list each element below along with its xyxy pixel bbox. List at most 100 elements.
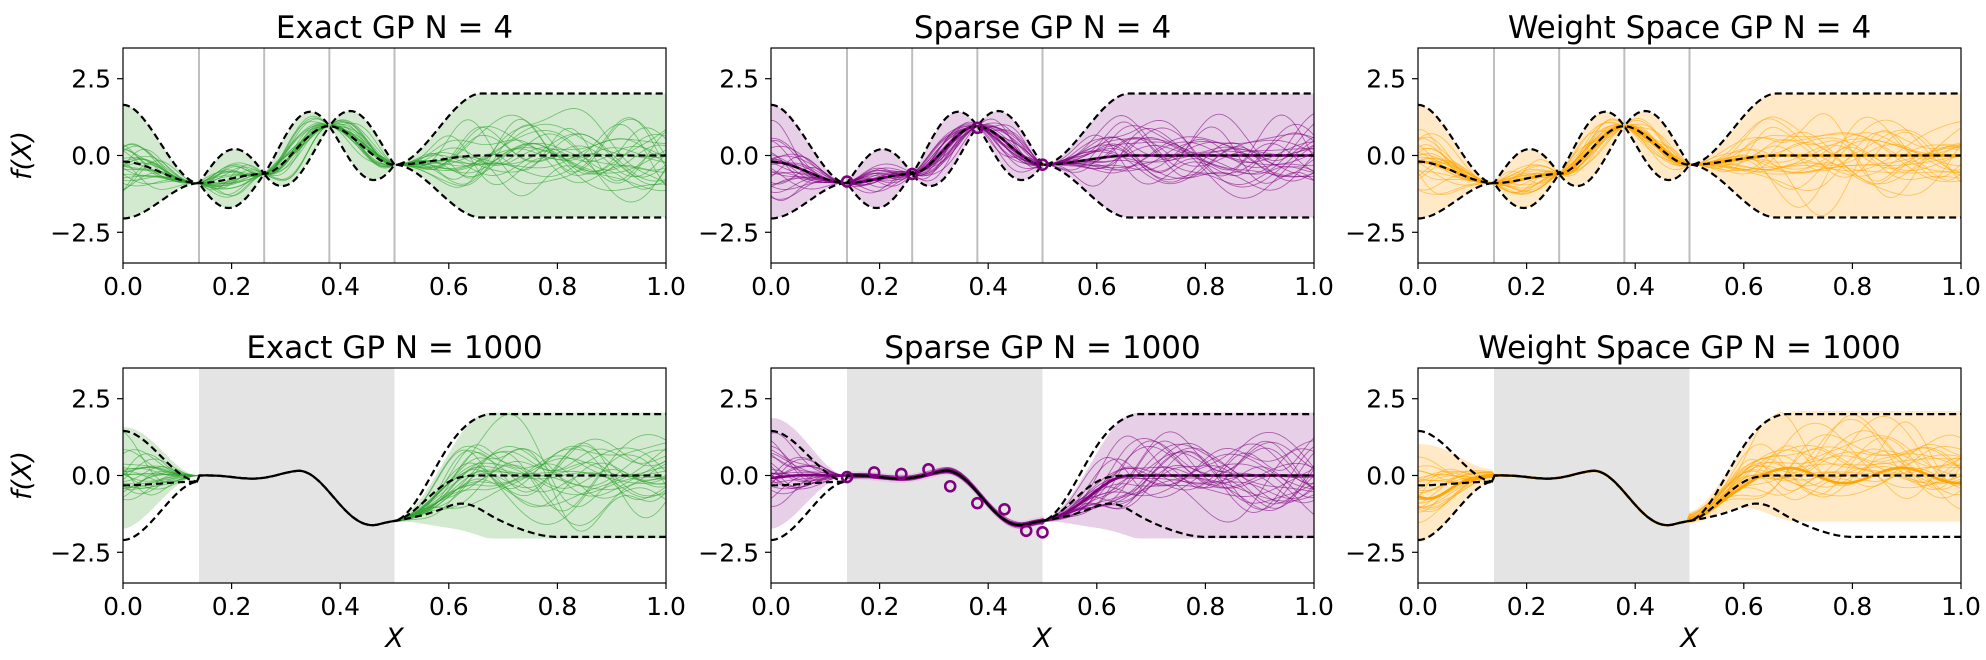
y-axis-label: f(X) — [7, 451, 38, 500]
plot-area — [771, 368, 1314, 583]
y-tick-label: 2.5 — [1366, 385, 1406, 414]
panel-title: Exact GP N = 4 — [276, 10, 513, 46]
x-tick-label: 1.0 — [1941, 272, 1981, 301]
inducing-point — [1036, 526, 1049, 539]
x-tick-label: 0.8 — [538, 592, 578, 621]
x-tick-label: 0.0 — [103, 272, 143, 301]
plot-area — [771, 48, 1314, 263]
plot-area — [123, 48, 666, 263]
x-tick-label: 0.0 — [751, 272, 791, 301]
panel-title: Exact GP N = 1000 — [246, 330, 542, 366]
x-tick-label: 0.8 — [1186, 272, 1226, 301]
x-tick-label: 1.0 — [1941, 592, 1981, 621]
panel-sparse-1: 0.0 0.2 0.4 0.6 0.8 1.0 2.5 0.0 −2.5 Sparse GP N … — [698, 330, 1334, 654]
y-tick-label: 2.5 — [719, 65, 759, 94]
panel-exact-1: 0.0 0.2 0.4 0.6 0.8 1.0 2.5 0.0 −2.5 Exact GP N =… — [7, 330, 686, 654]
y-tick-label: −2.5 — [1345, 538, 1406, 567]
x-tick-label: 0.6 — [1077, 592, 1117, 621]
prior-lower-dashed — [123, 469, 666, 542]
x-tick-label: 0.8 — [1833, 592, 1873, 621]
x-tick-label: 0.0 — [1398, 592, 1438, 621]
panel-exact-0: 0.0 0.2 0.4 0.6 0.8 1.0 2.5 0.0 −2.5 Exact GP N =… — [7, 10, 686, 301]
x-tick-label: 0.6 — [1724, 272, 1764, 301]
panel-weight-1: 0.0 0.2 0.4 0.6 0.8 1.0 2.5 0.0 −2.5 Weight Space… — [1345, 330, 1981, 654]
x-tick-label: 0.2 — [212, 592, 252, 621]
y-tick-label: −2.5 — [50, 538, 111, 567]
prior-mean-dashed — [771, 125, 1314, 185]
panel-title: Sparse GP N = 1000 — [884, 330, 1201, 366]
x-tick-label: 0.2 — [212, 272, 252, 301]
inducing-point — [1019, 524, 1033, 538]
x-tick-label: 0.2 — [860, 272, 900, 301]
inducing-point — [998, 502, 1011, 516]
inducing-point — [840, 175, 854, 188]
posterior-band — [1418, 411, 1961, 543]
x-tick-label: 0.4 — [968, 592, 1008, 621]
y-tick-label: 0.0 — [719, 142, 759, 171]
panel-title: Weight Space GP N = 4 — [1508, 10, 1871, 46]
y-tick-label: −2.5 — [698, 218, 759, 247]
panel-weight-0: 0.0 0.2 0.4 0.6 0.8 1.0 2.5 0.0 −2.5 Weight Space… — [1345, 10, 1981, 301]
observed-region — [1494, 368, 1690, 583]
observed-region — [199, 368, 395, 583]
y-tick-label: 0.0 — [71, 142, 111, 171]
x-axis-label: X — [383, 623, 404, 654]
plot-area — [1418, 48, 1961, 263]
x-tick-label: 0.6 — [429, 272, 469, 301]
y-tick-label: 0.0 — [1366, 142, 1406, 171]
y-tick-label: −2.5 — [1345, 218, 1406, 247]
panel-title: Weight Space GP N = 1000 — [1478, 330, 1901, 366]
x-tick-label: 0.0 — [751, 592, 791, 621]
x-tick-label: 1.0 — [1294, 272, 1334, 301]
panel-title: Sparse GP N = 4 — [914, 10, 1171, 46]
x-axis-label: X — [1678, 623, 1699, 654]
x-tick-label: 1.0 — [646, 592, 686, 621]
prior-mean-dashed — [1418, 125, 1961, 185]
prior-lower-dashed — [771, 469, 1314, 542]
inducing-point — [905, 167, 919, 181]
inducing-point — [971, 496, 984, 510]
x-axis-label: X — [1031, 623, 1052, 654]
inducing-point — [1036, 158, 1049, 172]
x-tick-label: 0.4 — [968, 272, 1008, 301]
x-tick-label: 0.6 — [1077, 272, 1117, 301]
inducing-point — [922, 463, 935, 476]
x-tick-label: 0.4 — [320, 592, 360, 621]
y-tick-label: 0.0 — [1366, 462, 1406, 491]
inducing-point — [867, 466, 881, 479]
y-tick-label: 2.5 — [71, 385, 111, 414]
inducing-point — [971, 121, 984, 135]
plot-area — [123, 368, 666, 583]
x-tick-label: 0.8 — [1186, 592, 1226, 621]
x-tick-label: 0.8 — [1833, 272, 1873, 301]
x-tick-label: 1.0 — [1294, 592, 1334, 621]
posterior-band — [123, 412, 666, 539]
x-tick-label: 0.6 — [1724, 592, 1764, 621]
x-tick-label: 0.4 — [1615, 592, 1655, 621]
prior-mean-dashed — [123, 125, 666, 185]
x-tick-label: 0.8 — [538, 272, 578, 301]
prior-upper-dashed — [1418, 92, 1961, 185]
y-tick-label: 2.5 — [719, 385, 759, 414]
y-tick-label: 0.0 — [719, 462, 759, 491]
prior-lower-dashed — [1418, 469, 1961, 542]
x-tick-label: 0.2 — [1507, 272, 1547, 301]
inducing-point — [840, 470, 854, 484]
inducing-point — [943, 479, 957, 493]
x-tick-label: 0.2 — [860, 592, 900, 621]
prior-upper-dashed — [123, 92, 666, 185]
y-tick-label: 2.5 — [1366, 65, 1406, 94]
x-tick-label: 0.6 — [429, 592, 469, 621]
x-tick-label: 1.0 — [646, 272, 686, 301]
x-tick-label: 0.4 — [320, 272, 360, 301]
y-tick-label: −2.5 — [50, 218, 111, 247]
posterior-band — [1418, 93, 1961, 219]
panel-sparse-0: 0.0 0.2 0.4 0.6 0.8 1.0 2.5 0.0 −2.5 Sparse GP N … — [698, 10, 1334, 301]
x-tick-label: 0.4 — [1615, 272, 1655, 301]
x-tick-label: 0.0 — [1398, 272, 1438, 301]
prior-upper-dashed — [771, 92, 1314, 185]
y-tick-label: −2.5 — [698, 538, 759, 567]
inducing-point — [895, 467, 908, 481]
posterior-band — [771, 93, 1314, 219]
y-tick-label: 0.0 — [71, 462, 111, 491]
